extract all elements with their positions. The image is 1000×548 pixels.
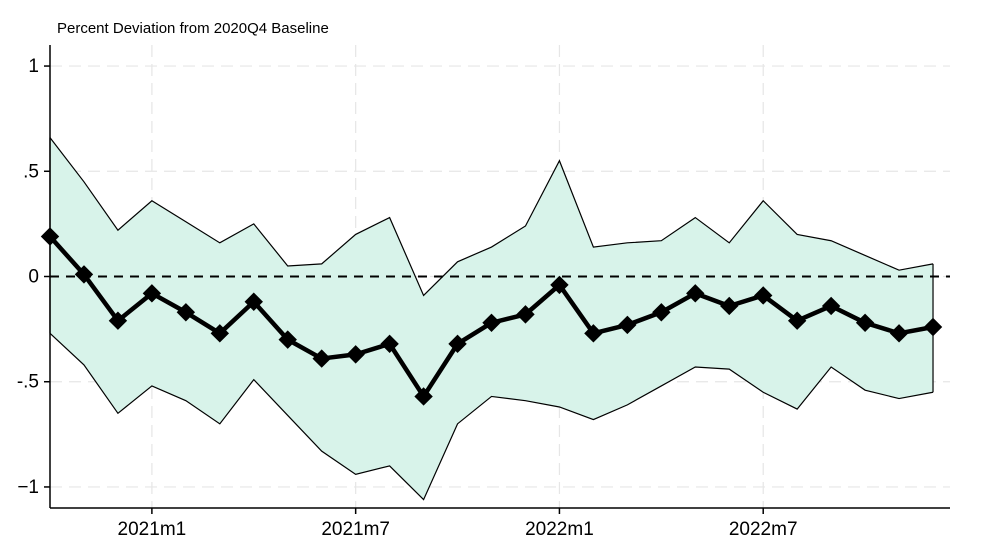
data-point-marker [244, 292, 263, 311]
data-point-marker [686, 284, 705, 303]
label-layer: Percent Deviation from 2020Q4 Baseline 1… [17, 20, 798, 540]
data-point-marker [40, 227, 60, 246]
data-point-marker [142, 284, 162, 303]
y-tick-label: .5 [23, 161, 39, 182]
axis-layer [44, 45, 950, 514]
data-point-marker [210, 324, 230, 343]
x-tick-label: 2022m7 [729, 519, 798, 540]
data-point-marker [720, 296, 739, 316]
data-point-marker [74, 265, 94, 284]
confidence-lower-bound [49, 332, 934, 501]
confidence-upper-bound [49, 137, 934, 297]
data-point-marker [346, 345, 365, 364]
y-tick-label: 0 [28, 267, 39, 288]
y-tick-label: -.5 [17, 372, 39, 393]
data-point-marker [855, 313, 875, 333]
y-axis-title: Percent Deviation from 2020Q4 Baseline [57, 20, 329, 37]
y-tick-label: 1 [28, 56, 39, 77]
data-point-marker [176, 303, 196, 322]
data-point-marker [516, 305, 535, 324]
data-point-marker [821, 296, 841, 316]
data-point-marker [482, 313, 501, 333]
data-point-marker [889, 324, 909, 343]
data-point-marker [618, 315, 637, 335]
x-tick-label: 2021m1 [118, 519, 187, 540]
data-point-marker [448, 334, 467, 354]
series-layer [40, 227, 943, 406]
data-point-marker [754, 286, 773, 305]
data-point-marker [278, 330, 297, 349]
x-tick-label: 2021m7 [321, 519, 390, 540]
data-point-marker [652, 303, 671, 322]
x-tick-label: 2022m1 [525, 519, 594, 540]
data-point-marker [380, 334, 399, 354]
data-point-marker [584, 324, 603, 343]
data-point-marker [923, 317, 943, 337]
y-tick-label: −1 [17, 477, 39, 498]
data-point-marker [108, 311, 128, 330]
data-point-marker [312, 349, 331, 368]
data-point-marker [787, 311, 807, 330]
data-point-marker [414, 387, 433, 406]
data-point-marker [550, 275, 569, 295]
